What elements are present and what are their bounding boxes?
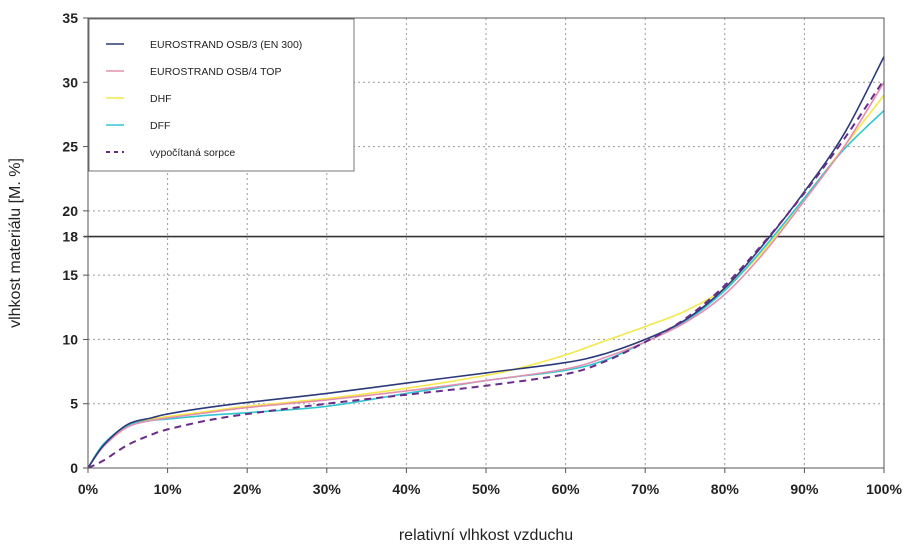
x-tick-label: 30%	[313, 481, 342, 497]
y-tick-label: 35	[62, 10, 78, 26]
x-tick-label: 100%	[866, 481, 902, 497]
x-tick-label: 0%	[78, 481, 99, 497]
legend-box	[88, 18, 355, 172]
legend: EUROSTRAND OSB/3 (EN 300) EUROSTRAND OSB/…	[88, 18, 355, 172]
x-tick-label: 10%	[154, 481, 183, 497]
x-tick-label: 40%	[392, 481, 421, 497]
x-tick-label: 80%	[711, 481, 740, 497]
y-tick-label: 10	[62, 331, 78, 347]
y-tick-label: 0	[70, 460, 78, 476]
series-line-4	[87, 79, 885, 469]
series-line-1	[87, 81, 885, 469]
x-tick-label: 60%	[552, 481, 581, 497]
x-tick-label: 20%	[233, 481, 262, 497]
legend-label: vypočítaná sorpce	[150, 147, 235, 159]
y-axis-label: vlhkost materiálu [M. %]	[7, 158, 24, 328]
x-tick-label: 50%	[472, 481, 501, 497]
y-tick-label: 20	[62, 203, 78, 219]
y-tick-label: 5	[70, 396, 78, 412]
x-axis-label: relativní vlhkost vzduchu	[399, 527, 573, 544]
y-tick-label: 30	[62, 74, 78, 90]
y-axis-ticks: 0 5 10 15 18 20 25 30 35	[62, 10, 88, 476]
y-tick-label: 15	[62, 267, 78, 283]
x-tick-label: 70%	[631, 481, 660, 497]
y-tick-label: 18	[62, 229, 78, 245]
series-group	[87, 56, 885, 469]
x-tick-label: 90%	[790, 481, 819, 497]
y-tick-label: 25	[62, 139, 78, 155]
legend-label: EUROSTRAND OSB/3 (EN 300)	[150, 39, 302, 51]
legend-label: DFF	[150, 120, 170, 132]
legend-label: DHF	[150, 93, 172, 105]
x-axis-ticks: 0% 10% 20% 30% 40% 50% 60% 70% 80% 90% 100%	[78, 468, 902, 497]
legend-label: EUROSTRAND OSB/4 TOP	[150, 66, 281, 78]
